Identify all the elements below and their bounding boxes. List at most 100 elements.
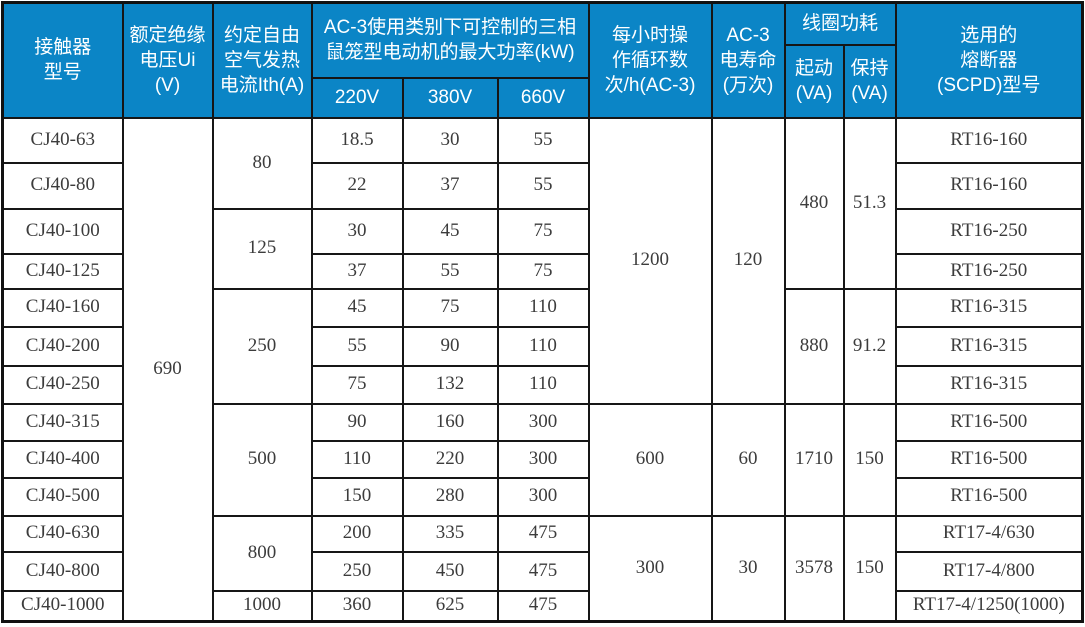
cell-model: CJ40-1000 <box>1 589 124 623</box>
cell-coil-hold: 91.2 <box>842 287 897 405</box>
cell-coil-hold: 51.3 <box>842 116 897 290</box>
header-coil-start: 起动 (VA) <box>783 43 845 119</box>
header-thermal-current: 约定自由 空气发热 电流Ith(A) <box>211 1 313 119</box>
cell-coil-start: 3578 <box>783 514 845 623</box>
cell-fuse: RT16-500 <box>894 402 1084 442</box>
cell-fuse: RT16-250 <box>894 207 1084 255</box>
table-row: CJ40-63 690 80 18.5 30 55 1200 120 480 5… <box>1 116 1084 623</box>
cell-kw-220v: 30 <box>310 207 404 255</box>
header-max-power-ac3: AC-3使用类别下可控制的三相 鼠笼型电动机的最大功率(kW) <box>310 1 590 79</box>
cell-kw-380v: 160 <box>401 402 499 442</box>
cell-ith: 80 <box>211 116 313 210</box>
cell-kw-220v: 150 <box>310 476 404 517</box>
cell-coil-start: 480 <box>783 116 845 290</box>
cell-model: CJ40-400 <box>1 439 124 479</box>
cell-kw-380v: 335 <box>401 514 499 553</box>
cell-ui: 690 <box>121 116 214 623</box>
cell-kw-660v: 475 <box>496 550 590 592</box>
cell-coil-start: 1710 <box>783 402 845 517</box>
table-row: CJ40-500 150 280 300 RT16-500 <box>1 476 1084 517</box>
cell-cycles: 600 <box>587 402 713 517</box>
cell-model: CJ40-800 <box>1 550 124 592</box>
table-row: CJ40-200 55 90 110 RT16-315 <box>1 325 1084 367</box>
cell-kw-660v: 475 <box>496 589 590 623</box>
cell-kw-220v: 110 <box>310 439 404 479</box>
cell-kw-660v: 75 <box>496 252 590 290</box>
cell-coil-hold: 150 <box>842 514 897 623</box>
header-electrical-life: AC-3 电寿命 (万次) <box>710 1 786 119</box>
cell-cycles: 300 <box>587 514 713 623</box>
cell-model: CJ40-500 <box>1 476 124 517</box>
cell-kw-220v: 55 <box>310 325 404 367</box>
cell-ith: 1000 <box>211 589 313 623</box>
header-coil-power: 线圈功耗 <box>783 1 897 46</box>
cell-ith: 800 <box>211 514 313 592</box>
cell-kw-660v: 110 <box>496 287 590 328</box>
cell-model: CJ40-63 <box>1 116 124 164</box>
table-row: CJ40-80 22 37 55 RT16-160 <box>1 161 1084 210</box>
cell-model: CJ40-315 <box>1 402 124 442</box>
table-row: CJ40-160 250 45 75 110 880 91.2 RT16-315 <box>1 287 1084 405</box>
cell-kw-380v: 37 <box>401 161 499 210</box>
cell-fuse: RT16-315 <box>894 325 1084 367</box>
cell-fuse: RT16-500 <box>894 439 1084 479</box>
cell-kw-380v: 90 <box>401 325 499 367</box>
header-contactor-model: 接触器 型号 <box>1 1 124 119</box>
cell-cycles: 1200 <box>587 116 713 405</box>
cell-life: 30 <box>710 514 786 623</box>
cell-model: CJ40-125 <box>1 252 124 290</box>
cell-fuse: RT16-500 <box>894 476 1084 517</box>
cell-kw-380v: 450 <box>401 550 499 592</box>
cell-kw-380v: 55 <box>401 252 499 290</box>
cell-kw-220v: 250 <box>310 550 404 592</box>
cell-life: 60 <box>710 402 786 517</box>
header-220v: 220V <box>310 76 404 119</box>
cell-kw-380v: 75 <box>401 287 499 328</box>
cell-model: CJ40-200 <box>1 325 124 367</box>
cell-model: CJ40-160 <box>1 287 124 328</box>
cell-kw-660v: 110 <box>496 364 590 405</box>
table-row: CJ40-630 800 200 335 475 300 30 3578 150… <box>1 514 1084 623</box>
header-coil-hold: 保持 (VA) <box>842 43 897 119</box>
cell-kw-660v: 300 <box>496 439 590 479</box>
cell-model: CJ40-250 <box>1 364 124 405</box>
header-cycles-per-hour: 每小时操 作循环数 次/h(AC-3) <box>587 1 713 119</box>
cell-coil-hold: 150 <box>842 402 897 517</box>
cell-kw-660v: 300 <box>496 476 590 517</box>
cell-ith: 250 <box>211 287 313 405</box>
cell-fuse: RT16-160 <box>894 116 1084 164</box>
cell-kw-660v: 55 <box>496 161 590 210</box>
cell-kw-220v: 75 <box>310 364 404 405</box>
cell-fuse: RT17-4/800 <box>894 550 1084 592</box>
table-row: CJ40-400 110 220 300 RT16-500 <box>1 439 1084 479</box>
cell-kw-220v: 90 <box>310 402 404 442</box>
cell-kw-220v: 45 <box>310 287 404 328</box>
cell-coil-start: 880 <box>783 287 845 405</box>
cell-life: 120 <box>710 116 786 405</box>
cell-kw-380v: 280 <box>401 476 499 517</box>
cell-kw-380v: 625 <box>401 589 499 623</box>
cell-kw-220v: 360 <box>310 589 404 623</box>
cell-kw-380v: 45 <box>401 207 499 255</box>
table-row: CJ40-100 125 30 45 75 RT16-250 <box>1 207 1084 290</box>
cell-model: CJ40-100 <box>1 207 124 255</box>
cell-kw-660v: 110 <box>496 325 590 367</box>
header-row: 220V 380V 660V <box>3 76 1083 119</box>
cell-kw-380v: 220 <box>401 439 499 479</box>
cell-kw-660v: 300 <box>496 402 590 442</box>
cell-kw-220v: 37 <box>310 252 404 290</box>
table-row: CJ40-125 37 55 75 RT16-250 <box>1 252 1084 290</box>
cell-fuse: RT16-315 <box>894 364 1084 405</box>
header-rated-insulation-voltage: 额定绝缘 电压Ui (V) <box>121 1 214 119</box>
table-row: CJ40-1000 1000 360 625 475 RT17-4/1250(1… <box>1 589 1084 623</box>
header-fuse-model: 选用的 熔断器 (SCPD)型号 <box>894 1 1084 119</box>
cell-fuse: RT16-250 <box>894 252 1084 290</box>
cell-kw-220v: 22 <box>310 161 404 210</box>
cell-kw-220v: 200 <box>310 514 404 553</box>
header-row: 接触器 型号 额定绝缘 电压Ui (V) 约定自由 空气发热 电流Ith(A) … <box>1 1 1084 119</box>
header-row: 起动 (VA) 保持 (VA) <box>3 43 1083 119</box>
cell-fuse: RT17-4/630 <box>894 514 1084 553</box>
table-row: CJ40-250 75 132 110 RT16-315 <box>1 364 1084 405</box>
